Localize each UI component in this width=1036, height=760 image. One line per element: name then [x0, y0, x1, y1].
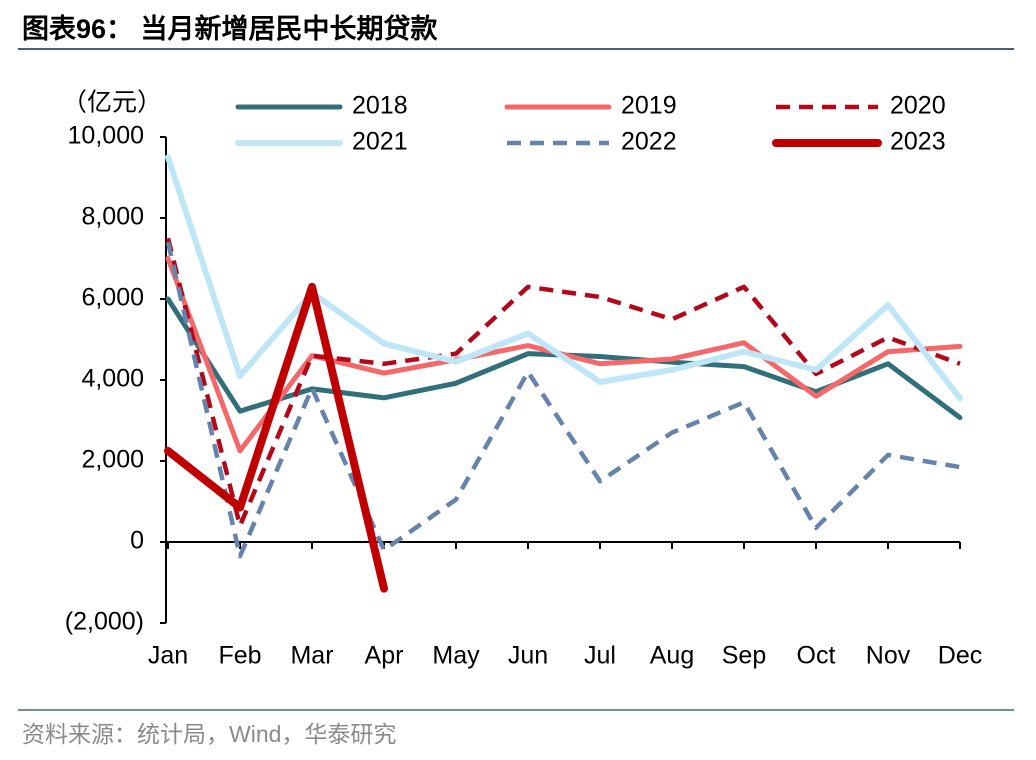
x-tick-label: Feb: [218, 642, 261, 670]
legend-label: 2021: [352, 128, 408, 156]
y-tick-label: 6,000: [81, 284, 144, 312]
y-tick-label: 0: [130, 527, 144, 555]
y-unit: （亿元）: [62, 89, 162, 117]
legend-label: 2019: [621, 92, 677, 120]
x-tick-label: Sep: [722, 642, 766, 670]
x-tick-label: Jun: [508, 642, 548, 670]
x-tick-label: Oct: [797, 642, 836, 670]
x-tick-label: Jul: [584, 642, 616, 670]
legend-label: 2022: [621, 128, 677, 156]
series-line: [165, 237, 961, 529]
y-tick-label: 2,000: [81, 446, 144, 474]
x-tick-label: May: [432, 642, 480, 670]
x-tick-label: Nov: [866, 642, 911, 670]
y-tick-label: 10,000: [68, 122, 144, 150]
legend-label: 2020: [890, 92, 946, 120]
x-tick-label: Mar: [290, 642, 333, 670]
y-tick-label: (2,000): [65, 608, 144, 636]
legend-label: 2018: [352, 92, 408, 120]
x-tick-label: Dec: [938, 642, 982, 670]
y-tick-label: 4,000: [81, 365, 144, 393]
y-tick-label: 8,000: [81, 203, 144, 231]
series-line: [164, 282, 388, 593]
x-tick-label: Aug: [650, 642, 694, 670]
series-line: [165, 154, 963, 402]
x-tick-label: Jan: [148, 642, 188, 670]
x-tick-label: Apr: [365, 642, 404, 670]
legend-label: 2023: [890, 128, 946, 156]
chart-title: 图表96： 当月新增居民中长期贷款: [22, 13, 439, 44]
source-note: 资料来源：统计局，Wind，华泰研究: [22, 721, 396, 747]
